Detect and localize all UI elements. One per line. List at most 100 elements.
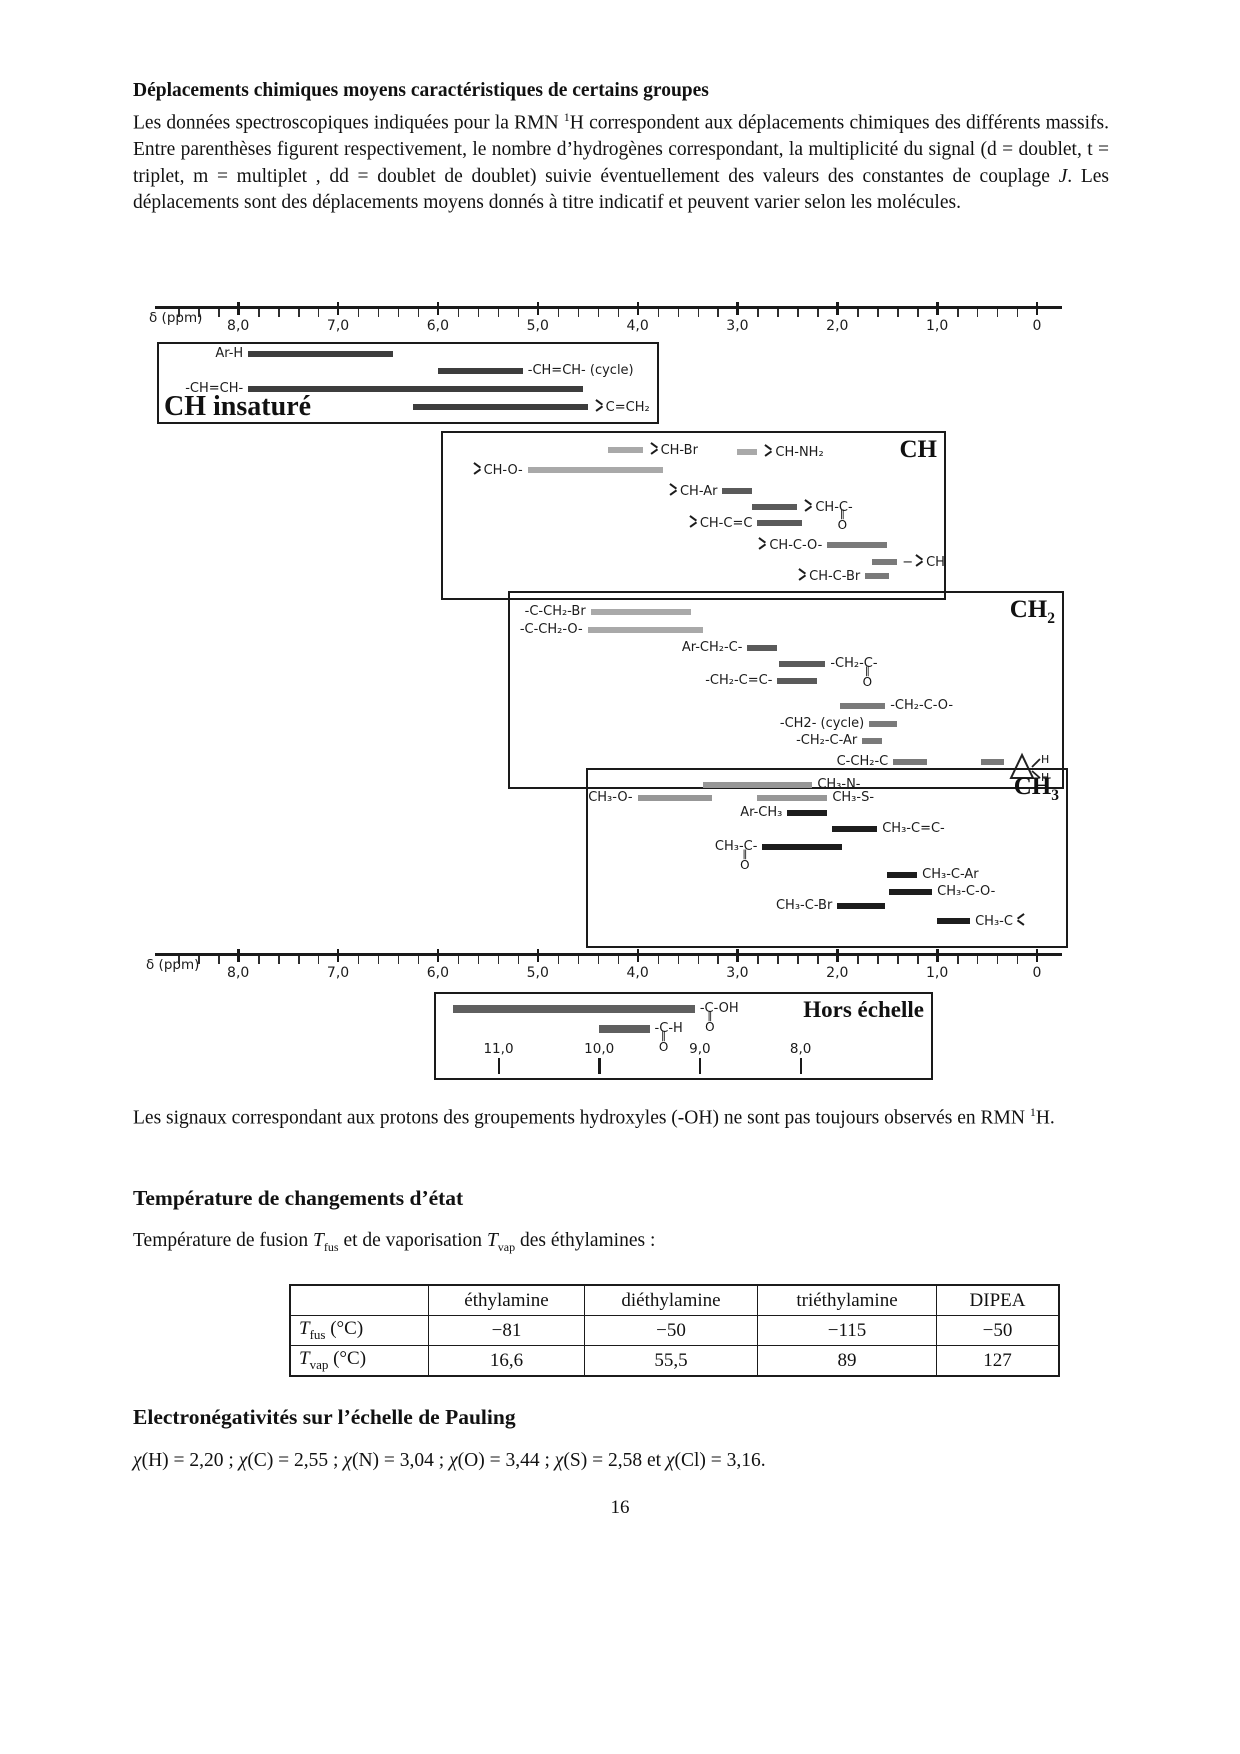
carbonyl-double-bond-o: ‖ O — [862, 666, 873, 689]
minor-tick — [797, 956, 799, 964]
tick-label: 0 — [1032, 965, 1042, 981]
minor-tick — [497, 309, 500, 317]
range-bar — [787, 810, 828, 816]
tick-label: 6,0 — [426, 965, 450, 981]
bar-label: -CH2- (cycle) — [779, 716, 865, 731]
major-tick — [237, 302, 240, 315]
tick-label: 1,0 — [926, 965, 949, 981]
tick-label: 7,0 — [326, 965, 350, 981]
bond-angle-icon — [915, 552, 925, 569]
table-row: Tvap (°C) 16,6 55,5 89 127 — [289, 1345, 1060, 1377]
carbonyl-double-bond-o: ‖ O — [837, 509, 848, 532]
minor-tick — [198, 309, 200, 317]
tick-label: 4,0 — [626, 965, 649, 981]
minor-tick — [278, 956, 280, 964]
electronegativity-section-heading: Electronégativités sur l’échelle de Paul… — [133, 1405, 516, 1429]
temperature-intro-line: Température de fusion Tfus et de vaporis… — [133, 1230, 656, 1254]
tick-label: 5,0 — [526, 318, 549, 334]
range-bar — [527, 467, 663, 473]
range-bar — [981, 759, 1005, 765]
table-col-header: DIPEA — [936, 1284, 1060, 1316]
bar-label: -CH₂-C=C- — [705, 673, 773, 688]
bar-label: CH-C=C — [687, 513, 753, 533]
minor-tick — [657, 309, 659, 317]
temperature-table-grid: éthylamine diéthylamine triéthylamine DIPEA… — [289, 1284, 1060, 1377]
minor-tick — [1017, 309, 1019, 317]
range-bar — [832, 826, 878, 832]
range-bar — [702, 782, 813, 788]
bar-label: -CH=CH- (cycle) — [527, 363, 634, 378]
offscale-major-tick — [799, 1058, 802, 1074]
svg-text:H: H — [1041, 771, 1049, 782]
bar-label: -C-CH₂-O- — [519, 622, 583, 637]
range-bar — [599, 1025, 650, 1033]
ppm-axis-label-top: δ (ppm) — [149, 310, 203, 326]
tick-label: 1,0 — [926, 318, 949, 334]
bar-label: C-CH₂-C — [836, 754, 889, 769]
minor-tick — [997, 956, 999, 964]
table-cell: 127 — [936, 1345, 1060, 1377]
range-bar — [872, 559, 898, 565]
range-bar — [437, 368, 523, 374]
major-tick — [636, 302, 639, 315]
range-bar — [590, 609, 691, 615]
minor-tick — [677, 309, 679, 317]
svg-text:H: H — [1041, 753, 1049, 766]
table-col-header: diéthylamine — [584, 1284, 758, 1316]
bond-angle-icon — [650, 440, 660, 457]
bond-angle-icon — [758, 535, 768, 552]
minor-tick — [377, 309, 380, 317]
major-tick — [536, 302, 540, 315]
bond-angle-icon — [764, 442, 774, 459]
range-bar — [587, 627, 704, 633]
bar-label: -C-CH₂-Br — [524, 604, 586, 619]
minor-tick — [557, 309, 560, 317]
minor-tick — [897, 956, 899, 964]
page-title: Déplacements chimiques moyens caractéris… — [133, 80, 709, 101]
minor-tick — [957, 309, 959, 317]
table-cell: −50 — [584, 1315, 758, 1346]
range-bar — [607, 447, 643, 453]
minor-tick — [258, 309, 260, 317]
major-tick — [836, 949, 839, 962]
minor-tick — [577, 956, 580, 964]
minor-tick — [857, 309, 859, 317]
major-tick — [936, 949, 939, 962]
bar-label: CH₃-C-Br — [775, 898, 833, 913]
bar-label: Ar-CH₃ — [740, 805, 783, 820]
offscale-major-tick — [497, 1058, 500, 1074]
table-row-header: Tfus (°C) — [289, 1315, 429, 1346]
minor-tick — [178, 956, 180, 964]
group-box-0: CH insaturé — [157, 342, 659, 424]
major-tick — [636, 949, 639, 962]
tick-label: 2,0 — [826, 965, 849, 981]
minor-tick — [877, 956, 879, 964]
carbonyl-double-bond-o: ‖ O — [740, 849, 750, 872]
ppm-axis-line-top — [155, 306, 1062, 309]
bar-label: CH₃-O- — [588, 790, 633, 805]
range-bar — [747, 645, 778, 651]
minor-tick — [757, 956, 759, 964]
minor-tick — [198, 956, 200, 964]
range-bar — [889, 889, 933, 895]
bar-label: CH₃-C — [975, 911, 1026, 931]
bar-label: -CH₂-C- ‖ O — [830, 656, 878, 689]
range-bar — [722, 488, 753, 494]
range-bar — [840, 703, 886, 709]
bar-label: -C-H ‖ O — [654, 1021, 683, 1054]
offscale-tick-label: 10,0 — [584, 1041, 615, 1057]
minor-tick — [397, 309, 400, 317]
bar-label: C=CH₂ — [593, 397, 650, 417]
group-title: CH2 — [1009, 596, 1055, 627]
range-bar — [737, 449, 758, 455]
range-bar — [248, 386, 583, 392]
range-bar — [248, 351, 393, 357]
minor-tick — [397, 956, 400, 964]
bar-label: -CH=CH- — [185, 381, 244, 396]
minor-tick — [557, 956, 560, 964]
tick-label: 3,0 — [726, 318, 749, 334]
bond-angle-icon — [669, 481, 679, 498]
